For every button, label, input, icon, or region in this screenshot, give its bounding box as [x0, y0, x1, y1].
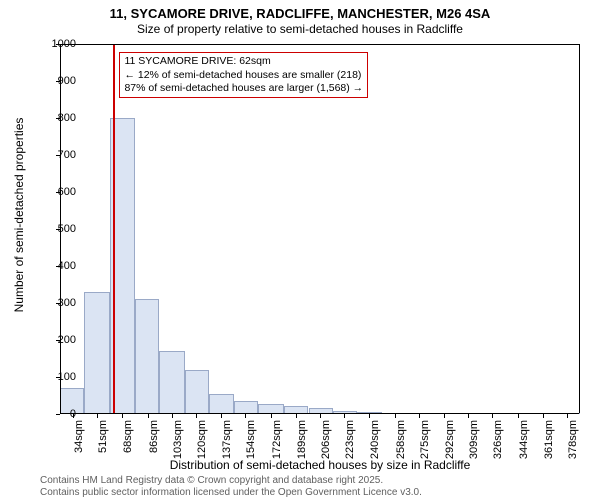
- x-tick: [419, 414, 420, 418]
- plot-area: 11 SYCAMORE DRIVE: 62sqm← 12% of semi-de…: [60, 44, 580, 414]
- chart-footer: Contains HM Land Registry data © Crown c…: [40, 475, 422, 498]
- x-tick-label: 189sqm: [296, 420, 308, 470]
- x-tick-label: 137sqm: [221, 420, 233, 470]
- x-tick: [221, 414, 222, 418]
- histogram-bar: [185, 370, 209, 414]
- x-tick: [344, 414, 345, 418]
- x-tick-label: 223sqm: [344, 420, 356, 470]
- x-tick: [395, 414, 396, 418]
- x-tick: [296, 414, 297, 418]
- x-tick-label: 103sqm: [172, 420, 184, 470]
- x-tick: [320, 414, 321, 418]
- y-tick-label: 1000: [46, 38, 76, 50]
- x-tick: [492, 414, 493, 418]
- x-tick: [245, 414, 246, 418]
- x-tick-label: 326sqm: [492, 420, 504, 470]
- x-tick-label: 292sqm: [444, 420, 456, 470]
- chart-title: 11, SYCAMORE DRIVE, RADCLIFFE, MANCHESTE…: [0, 6, 600, 21]
- x-tick: [271, 414, 272, 418]
- footer-line-1: Contains HM Land Registry data © Crown c…: [40, 475, 422, 487]
- annotation-line: 87% of semi-detached houses are larger (…: [124, 82, 363, 95]
- y-tick-label: 100: [46, 371, 76, 383]
- x-tick: [468, 414, 469, 418]
- x-tick-label: 258sqm: [395, 420, 407, 470]
- annotation-line: ← 12% of semi-detached houses are smalle…: [124, 69, 363, 82]
- y-tick-label: 900: [46, 75, 76, 87]
- y-tick-label: 800: [46, 112, 76, 124]
- x-tick-label: 120sqm: [196, 420, 208, 470]
- x-tick-label: 34sqm: [73, 420, 85, 470]
- x-tick: [369, 414, 370, 418]
- x-tick-label: 206sqm: [320, 420, 332, 470]
- x-tick-label: 275sqm: [419, 420, 431, 470]
- histogram-bar: [135, 299, 159, 414]
- x-tick-label: 344sqm: [518, 420, 530, 470]
- x-tick: [543, 414, 544, 418]
- x-tick-label: 86sqm: [148, 420, 160, 470]
- reference-line: [113, 45, 115, 414]
- y-tick-label: 300: [46, 297, 76, 309]
- y-tick-label: 0: [46, 408, 76, 420]
- x-tick-label: 240sqm: [369, 420, 381, 470]
- x-tick: [518, 414, 519, 418]
- y-tick-label: 200: [46, 334, 76, 346]
- x-tick-label: 361sqm: [543, 420, 555, 470]
- x-tick-label: 51sqm: [97, 420, 109, 470]
- x-tick-label: 172sqm: [271, 420, 283, 470]
- x-tick-label: 309sqm: [468, 420, 480, 470]
- chart-container: 11, SYCAMORE DRIVE, RADCLIFFE, MANCHESTE…: [0, 0, 600, 500]
- annotation-box: 11 SYCAMORE DRIVE: 62sqm← 12% of semi-de…: [119, 52, 368, 97]
- histogram-bar: [84, 292, 110, 414]
- x-tick-label: 68sqm: [122, 420, 134, 470]
- footer-line-2: Contains public sector information licen…: [40, 487, 422, 499]
- x-tick: [196, 414, 197, 418]
- x-tick-label: 154sqm: [245, 420, 257, 470]
- y-tick-label: 500: [46, 223, 76, 235]
- y-axis-label: Number of semi-detached properties: [12, 30, 26, 400]
- x-tick: [148, 414, 149, 418]
- x-tick: [444, 414, 445, 418]
- y-tick-label: 400: [46, 260, 76, 272]
- x-tick: [122, 414, 123, 418]
- histogram-bar: [209, 394, 233, 414]
- x-tick-label: 378sqm: [567, 420, 579, 470]
- histogram-bar: [159, 351, 185, 414]
- x-tick: [172, 414, 173, 418]
- chart-subtitle: Size of property relative to semi-detach…: [0, 22, 600, 36]
- x-tick: [97, 414, 98, 418]
- annotation-line: 11 SYCAMORE DRIVE: 62sqm: [124, 55, 363, 68]
- x-tick: [73, 414, 74, 418]
- x-tick: [567, 414, 568, 418]
- y-tick-label: 700: [46, 149, 76, 161]
- y-tick-label: 600: [46, 186, 76, 198]
